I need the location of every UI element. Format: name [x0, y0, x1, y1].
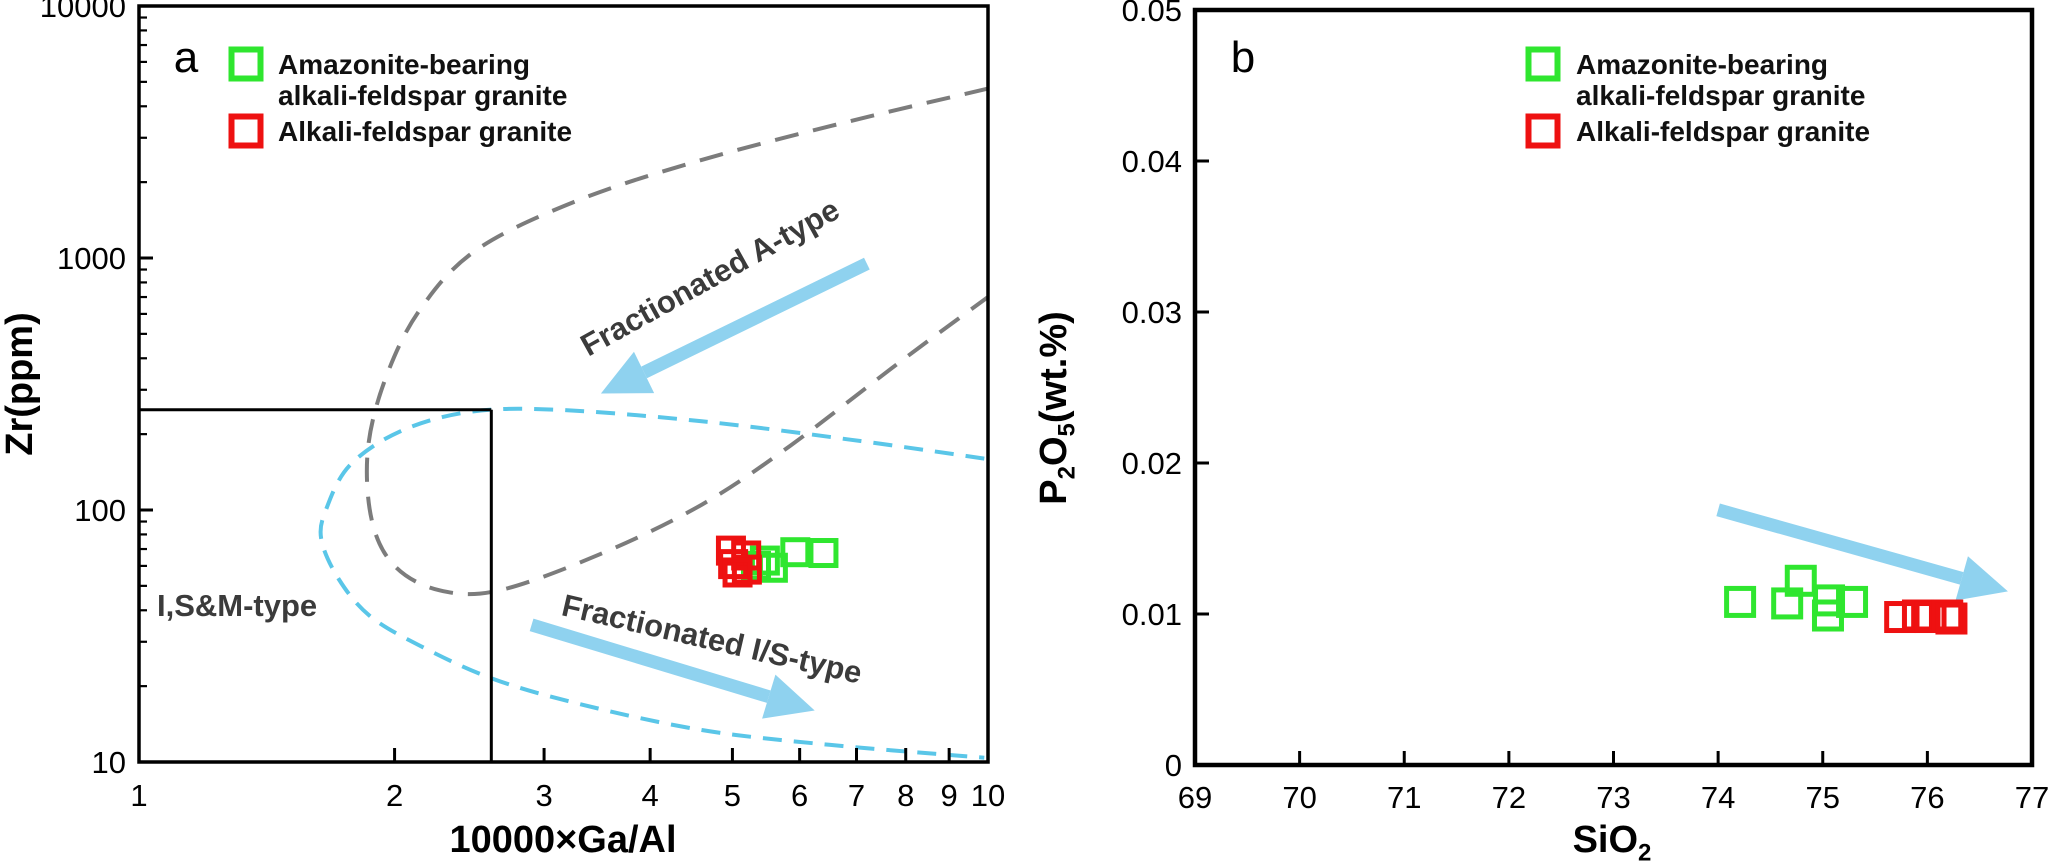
x-tick-label: 71 — [1387, 780, 1421, 815]
x-tick-label: 72 — [1492, 780, 1526, 815]
y-tick-label: 100 — [74, 493, 126, 528]
data-point-marker — [1935, 602, 1968, 635]
y-tick-label: 10 — [92, 745, 126, 780]
x-tick-label: 6 — [791, 778, 808, 813]
fractionated-a-type-trend-arrow-head — [600, 351, 655, 394]
x-tick-label: 74 — [1701, 780, 1735, 815]
legend-marker-0 — [228, 46, 264, 82]
x-tick-label: 4 — [642, 778, 659, 813]
fractionated-a-type-trend-arrow-shaft — [641, 257, 870, 379]
legend-label-1-line-0: Alkali-feldspar granite — [1576, 116, 1870, 147]
y-tick-label: 0.05 — [1122, 0, 1182, 28]
x-tick-label: 5 — [724, 778, 741, 813]
data-point-marker — [808, 538, 839, 569]
plot-frame — [137, 4, 990, 764]
data-point-marker — [780, 537, 811, 568]
a-type-field-boundary-curve — [364, 86, 990, 597]
fractionated-a-type-trend-arrow — [600, 257, 870, 394]
panel-label-a: a — [174, 33, 199, 82]
legend-marker-0 — [1525, 46, 1561, 82]
legend-label-0-line-0: Amazonite-bearing — [278, 49, 530, 80]
fractionation-trend-arrow-shaft — [1716, 503, 1964, 585]
y-tick-label: 0.03 — [1122, 295, 1182, 330]
x-tick-label: 2 — [386, 778, 403, 813]
data-point-marker — [1724, 585, 1757, 618]
data-point-marker — [1914, 601, 1947, 634]
data-point-marker — [722, 557, 753, 588]
x-tick-label: 3 — [535, 778, 552, 813]
y-axis-title: P2O5(wt.%) — [1033, 311, 1080, 505]
y-tick-label: 0.01 — [1122, 597, 1182, 632]
series-alkali-granite — [1884, 599, 1968, 635]
fractionated-is-type-trend-arrow-shaft — [529, 618, 771, 703]
legend-marker-1 — [228, 113, 264, 149]
legend-label-0-line-1: alkali-feldspar granite — [1576, 80, 1865, 111]
y-axis-title: Zr(ppm) — [0, 312, 41, 456]
y-tick-label: 0.02 — [1122, 446, 1182, 481]
x-tick-label: 77 — [2015, 780, 2048, 815]
y-tick-label: 0.04 — [1122, 144, 1182, 179]
x-tick-label: 10 — [971, 778, 1005, 813]
series-amazonite-granite — [740, 537, 839, 583]
data-point-marker — [731, 554, 762, 585]
fractionated-is-type-trend-arrow — [529, 618, 815, 719]
data-point-marker — [1884, 601, 1917, 634]
series-alkali-granite — [715, 535, 762, 588]
x-axis-title: 10000×Ga/Al — [449, 819, 676, 861]
x-tick-label: 73 — [1596, 780, 1630, 815]
fractionation-trend-arrow — [1716, 503, 2008, 601]
is-type-field-boundary-curve — [318, 406, 985, 760]
fractionation-trend-arrow-head — [1955, 556, 2008, 601]
legend-label-0-line-0: Amazonite-bearing — [1576, 49, 1828, 80]
x-tick-label: 76 — [1910, 780, 1944, 815]
x-tick-label: 75 — [1806, 780, 1840, 815]
data-point-marker — [1784, 564, 1817, 597]
x-tick-label: 9 — [941, 778, 958, 813]
panel-b: 69 70 71 72 73 74 75 76 77 0 0.01 0.02 0.03 0.04 0.05 S… — [1033, 0, 2048, 866]
y-tick-label: 1000 — [57, 241, 126, 276]
legend-marker-1 — [1525, 113, 1561, 149]
data-point-marker — [1931, 599, 1964, 632]
field-label-2: I,S&M-type — [157, 588, 317, 623]
y-tick-label: 10000 — [40, 0, 126, 24]
legend-label-1-line-0: Alkali-feldspar granite — [278, 116, 572, 147]
x-tick-label: 1 — [130, 778, 147, 813]
legend-label-0-line-1: alkali-feldspar granite — [278, 80, 567, 111]
x-axis-title: SiO2 — [1573, 819, 1652, 866]
fractionated-is-type-trend-arrow-head — [762, 674, 815, 719]
x-tick-label: 70 — [1282, 780, 1316, 815]
x-tick-label: 7 — [848, 778, 865, 813]
y-tick-label: 0 — [1165, 748, 1182, 783]
series-amazonite-granite — [1724, 564, 1869, 632]
x-tick-label: 69 — [1178, 780, 1212, 815]
x-tick-label: 8 — [897, 778, 914, 813]
data-point-marker — [1836, 585, 1869, 618]
panel-label-b: b — [1231, 33, 1255, 82]
